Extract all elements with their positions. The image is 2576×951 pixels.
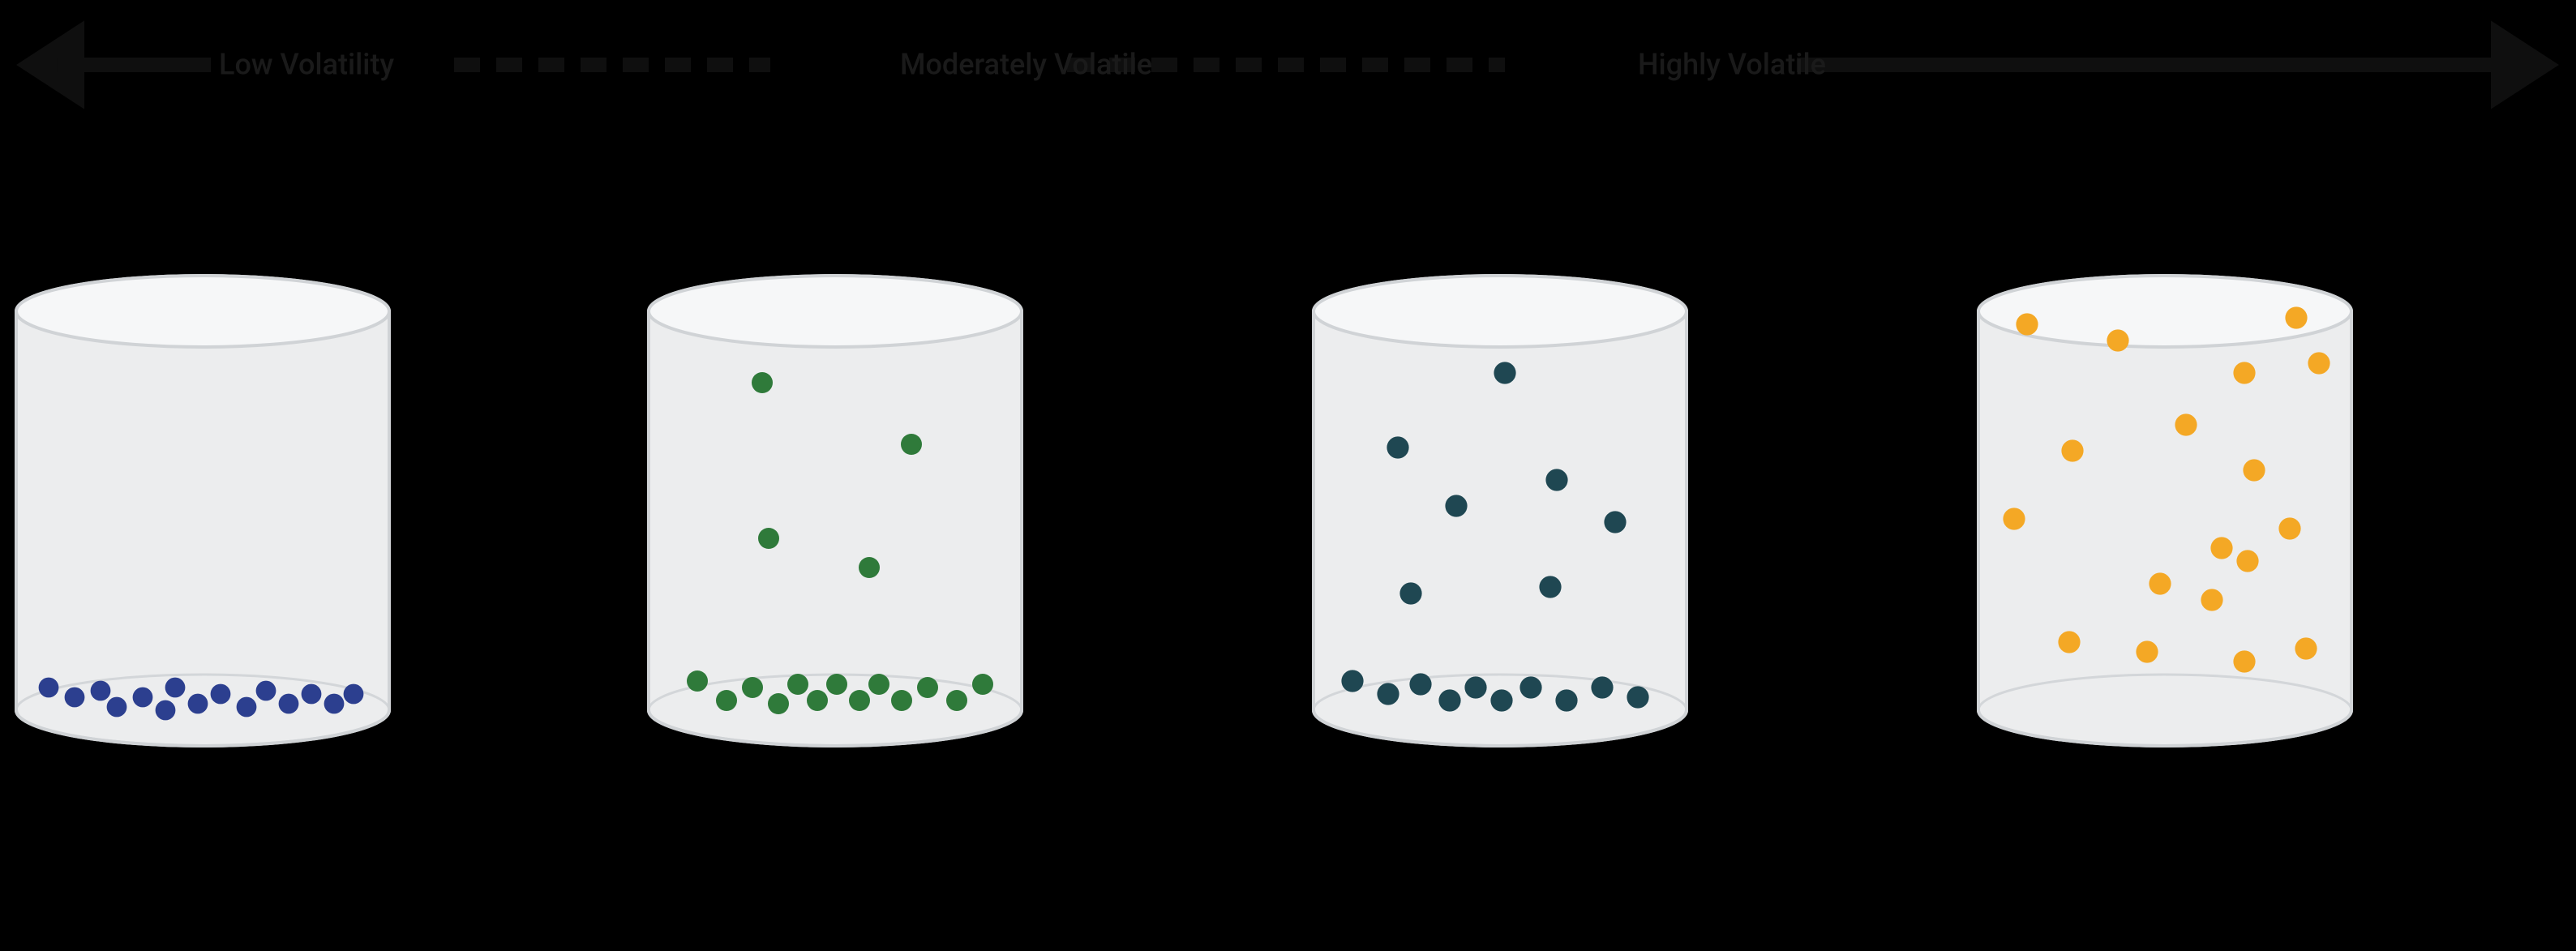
particle-dot (917, 677, 938, 698)
diagram-stage: Low Volatility Moderately Volatile Highly … (0, 0, 2576, 951)
particle-dot (2061, 439, 2083, 461)
particle-dot (2058, 631, 2080, 653)
particle-dot (891, 690, 912, 711)
particle-dot (1399, 582, 1421, 604)
particle-dot (107, 697, 127, 718)
particle-dot (716, 690, 737, 711)
particle-dot (237, 697, 257, 718)
particle-dot (2236, 550, 2258, 572)
particle-dot (1377, 683, 1399, 705)
particle-dot (768, 693, 789, 714)
particle-dot (1387, 436, 1408, 458)
particle-dot (2003, 508, 2025, 529)
particle-dot (2175, 413, 2197, 435)
particle-dot (65, 688, 85, 708)
particle-dot (2308, 352, 2330, 374)
particle-dot (1409, 673, 1431, 695)
particle-dot (1555, 689, 1577, 711)
particle-dot (849, 690, 870, 711)
particle-dot (687, 670, 708, 692)
particle-dot (133, 688, 153, 708)
beaker-top-rim (16, 276, 389, 347)
particle-dot (742, 677, 763, 698)
particle-dot (868, 674, 889, 695)
particle-dot (1341, 670, 1363, 692)
particle-dot (826, 674, 847, 695)
particle-dot (946, 690, 967, 711)
spectrum-label: Low Volatility (219, 48, 394, 82)
particle-dot (1464, 676, 1486, 698)
particle-dot (807, 690, 828, 711)
particle-dot (165, 678, 186, 698)
particle-dot (91, 681, 111, 701)
particle-dot (2107, 329, 2128, 351)
particle-dot (344, 684, 364, 705)
particle-dot (2201, 589, 2222, 610)
particle-dot (1438, 689, 1460, 711)
spectrum-arrow-right (2491, 20, 2559, 109)
particle-dot (324, 694, 345, 714)
particle-dot (1604, 511, 1626, 533)
particle-dot (901, 434, 922, 455)
particle-dot (2243, 459, 2265, 481)
particle-dot (1627, 686, 1648, 708)
particle-dot (758, 528, 779, 549)
particle-dot (1494, 362, 1515, 383)
beaker-top-rim (649, 276, 1022, 347)
particle-dot (256, 681, 276, 701)
particle-dot (972, 674, 993, 695)
particle-dot (2233, 650, 2255, 672)
particle-dot (752, 372, 773, 393)
particle-dot (2136, 640, 2158, 662)
spectrum-label: Moderately Volatile (900, 48, 1152, 82)
particle-dot (39, 678, 59, 698)
particle-dot (1445, 495, 1467, 516)
particle-dot (1591, 676, 1613, 698)
beaker-moderate-a (649, 276, 1022, 746)
particle-dot (1539, 576, 1561, 598)
particle-dot (787, 674, 808, 695)
beaker-low (16, 276, 389, 746)
particle-dot (859, 557, 880, 578)
particle-dot (2210, 537, 2232, 559)
beaker-high (1978, 276, 2351, 746)
particle-dot (1519, 676, 1541, 698)
beaker-moderate-b (1314, 276, 1687, 746)
particle-dot (188, 694, 208, 714)
diagram-svg: Low Volatility Moderately Volatile Highly … (0, 0, 2576, 951)
particle-dot (2285, 306, 2307, 328)
particle-dot (279, 694, 299, 714)
beaker-top-rim (1314, 276, 1687, 347)
particle-dot (1490, 689, 1512, 711)
particle-dot (2149, 572, 2171, 594)
particle-dot (302, 684, 322, 705)
particle-dot (2278, 517, 2300, 539)
particle-dot (156, 700, 176, 721)
spectrum-label: Highly Volatile (1638, 48, 1826, 82)
particle-dot (2016, 313, 2038, 335)
particle-dot (2295, 637, 2317, 659)
particle-dot (2233, 362, 2255, 383)
particle-dot (211, 684, 231, 705)
particle-dot (1545, 469, 1567, 490)
